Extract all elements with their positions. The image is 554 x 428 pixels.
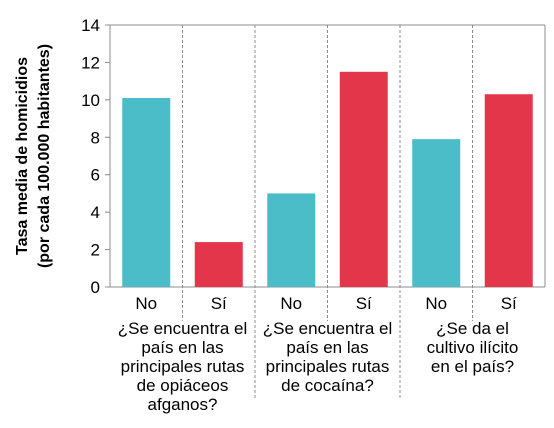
category-label: No: [280, 294, 302, 313]
group-label-line: principales rutas: [266, 357, 390, 376]
bars: [122, 71, 533, 288]
y-tick-label: 0: [91, 278, 100, 297]
bar-3: [267, 193, 316, 287]
group-separators: [182, 25, 473, 400]
group-label-line: afganos?: [148, 395, 218, 414]
bar-6: [484, 94, 533, 287]
group-label-line: ¿Se encuentra el: [263, 319, 392, 338]
y-tick-label: 6: [91, 166, 100, 185]
group-label-1: ¿Se encuentra el país en las principales r…: [118, 319, 247, 414]
y-tick-label: 8: [91, 128, 100, 147]
group-label-line: cultivo ilícito: [427, 338, 519, 357]
bar-4: [339, 71, 388, 288]
category-label: No: [425, 294, 447, 313]
group-label-line: ¿Se da el: [436, 319, 509, 338]
category-label: No: [135, 294, 157, 313]
group-label-3: ¿Se da el cultivo ilícito en el país?: [427, 319, 519, 376]
category-labels: No Sí No Sí No Sí: [135, 294, 517, 313]
y-tick-label: 12: [81, 53, 100, 72]
group-label-line: país en las: [141, 338, 223, 357]
category-label: Sí: [356, 294, 372, 313]
y-axis-ticks: 0 2 4 6 8 10 12 14: [81, 16, 110, 297]
y-tick-label: 14: [81, 16, 100, 35]
y-axis-label-line: Tasa media de homicidios: [14, 57, 31, 255]
group-label-line: de opiáceos: [137, 376, 229, 395]
group-label-line: principales rutas: [121, 357, 245, 376]
group-labels: ¿Se encuentra el país en las principales r…: [118, 319, 519, 414]
bar-1: [122, 97, 171, 287]
bar-5: [412, 139, 461, 287]
group-label-line: de cocaína?: [281, 376, 374, 395]
group-label-2: ¿Se encuentra el país en las principales r…: [263, 319, 392, 395]
category-label: Sí: [211, 294, 227, 313]
y-tick-label: 10: [81, 91, 100, 110]
y-tick-label: 4: [91, 203, 100, 222]
category-label: Sí: [501, 294, 517, 313]
group-label-line: en el país?: [431, 357, 514, 376]
group-label-line: ¿Se encuentra el: [118, 319, 247, 338]
bar-2: [194, 242, 243, 287]
group-label-line: país en las: [286, 338, 368, 357]
y-axis-label-line: (por cada 100.000 habitantes): [36, 44, 53, 268]
y-tick-label: 2: [91, 241, 100, 260]
y-axis-label: Tasa media de homicidios (por cada 100.00…: [14, 44, 53, 268]
